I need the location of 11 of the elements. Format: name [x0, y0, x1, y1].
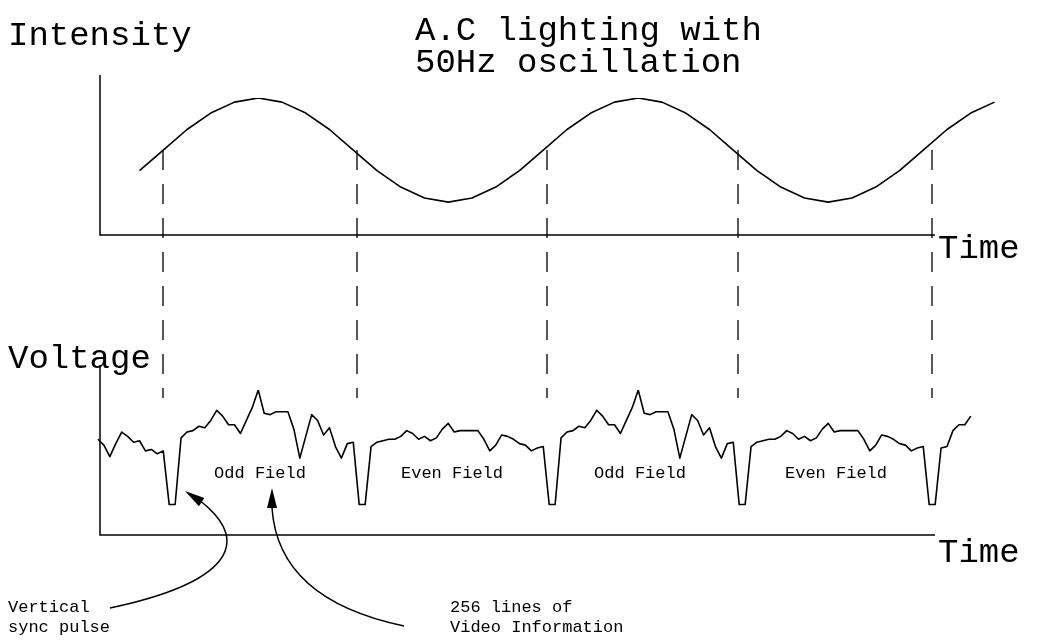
text: Vertical sync pulse	[8, 598, 111, 637]
annotation: Odd Field	[594, 464, 686, 483]
y-axis-title: Intensity	[8, 17, 192, 55]
chart-title: A.C lighting with 50Hz oscillation	[415, 12, 762, 82]
y-axis-title: Voltage	[8, 340, 151, 378]
text: 256 lines of Video Information	[450, 598, 624, 637]
annotation: Even Field	[400, 464, 504, 483]
annotation: Even Field	[784, 464, 888, 483]
x-axis-title: Time	[938, 534, 1020, 572]
annotation: Odd Field	[214, 464, 306, 483]
x-axis-title: Time	[938, 230, 1020, 268]
